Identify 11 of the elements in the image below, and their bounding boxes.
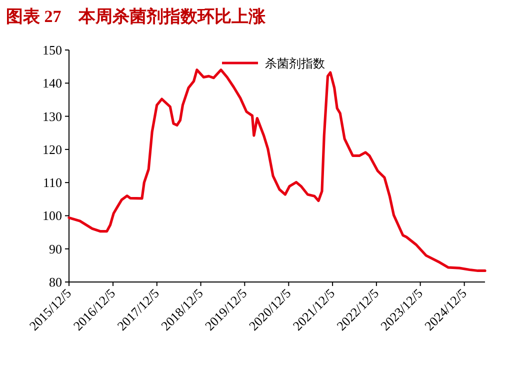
y-tick-label: 140 — [42, 76, 62, 91]
y-tick-label: 130 — [42, 108, 62, 124]
y-tick-label: 120 — [42, 142, 62, 157]
y-tick-label: 80 — [49, 274, 62, 290]
line-series — [68, 68, 486, 272]
y-tick-label: 100 — [42, 208, 62, 224]
chart-title: 图表 27 本周杀菌剂指数环比上涨 — [6, 7, 266, 26]
legend-label: 杀菌剂指数 — [265, 56, 325, 70]
y-tick-label: 110 — [42, 175, 62, 190]
y-tick-label: 90 — [49, 241, 62, 256]
y-tick-label: 150 — [42, 42, 62, 58]
